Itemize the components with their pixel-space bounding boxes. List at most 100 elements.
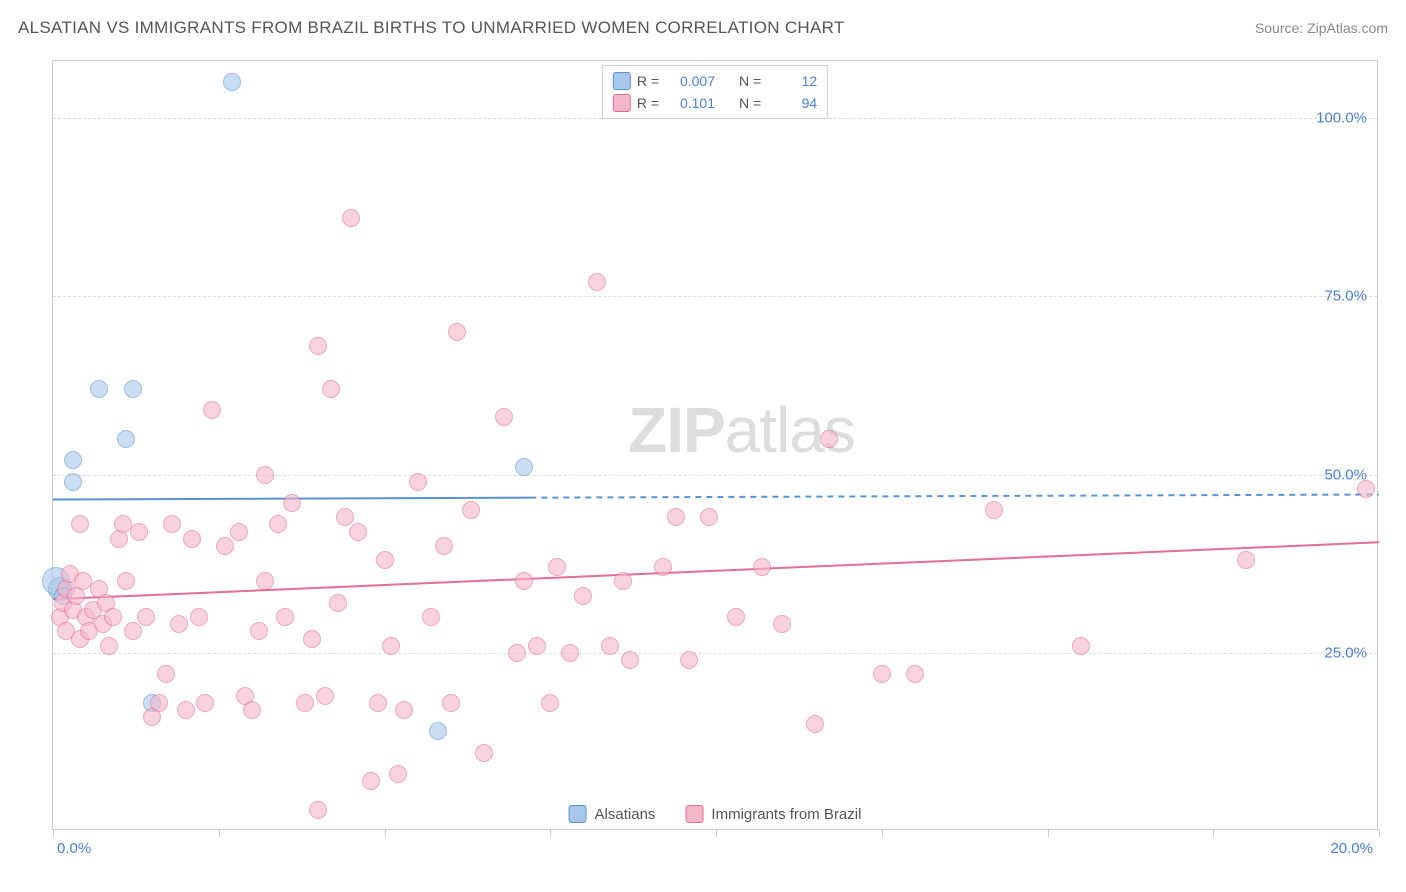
- data-point: [130, 523, 148, 541]
- data-point: [303, 630, 321, 648]
- data-point: [336, 508, 354, 526]
- legend-n-label: N =: [739, 73, 761, 89]
- data-point: [700, 508, 718, 526]
- data-point: [256, 466, 274, 484]
- data-point: [389, 765, 407, 783]
- data-point: [190, 608, 208, 626]
- data-point: [64, 451, 82, 469]
- data-point: [163, 515, 181, 533]
- data-point: [322, 380, 340, 398]
- chart-title: ALSATIAN VS IMMIGRANTS FROM BRAZIL BIRTH…: [18, 18, 845, 38]
- data-point: [223, 73, 241, 91]
- data-point: [614, 572, 632, 590]
- data-point: [422, 608, 440, 626]
- x-tick: [882, 829, 883, 837]
- data-point: [296, 694, 314, 712]
- legend-row: R =0.101N =94: [613, 92, 817, 114]
- data-point: [157, 665, 175, 683]
- data-point: [448, 323, 466, 341]
- data-point: [873, 665, 891, 683]
- data-point: [124, 380, 142, 398]
- x-tick: [385, 829, 386, 837]
- correlation-legend: R =0.007N =12R =0.101N =94: [602, 65, 828, 119]
- x-tick: [1213, 829, 1214, 837]
- data-point: [588, 273, 606, 291]
- data-point: [283, 494, 301, 512]
- data-point: [177, 701, 195, 719]
- chart-header: ALSATIAN VS IMMIGRANTS FROM BRAZIL BIRTH…: [18, 18, 1388, 38]
- x-tick: [53, 829, 54, 837]
- data-point: [100, 637, 118, 655]
- data-point: [773, 615, 791, 633]
- data-point: [196, 694, 214, 712]
- gridline: [53, 296, 1377, 297]
- legend-n-value: 94: [767, 95, 817, 111]
- data-point: [329, 594, 347, 612]
- series-name: Immigrants from Brazil: [711, 806, 861, 823]
- series-legend-item: Alsatians: [569, 805, 656, 823]
- data-point: [216, 537, 234, 555]
- y-tick-label: 75.0%: [1324, 288, 1367, 305]
- data-point: [124, 622, 142, 640]
- x-tick: [1048, 829, 1049, 837]
- data-point: [269, 515, 287, 533]
- x-tick-label: 0.0%: [57, 840, 91, 857]
- data-point: [74, 572, 92, 590]
- watermark-light: atlas: [725, 394, 855, 466]
- legend-swatch: [569, 805, 587, 823]
- data-point: [256, 572, 274, 590]
- data-point: [316, 687, 334, 705]
- chart-source: Source: ZipAtlas.com: [1255, 20, 1388, 36]
- data-point: [309, 337, 327, 355]
- gridline: [53, 653, 1377, 654]
- watermark: ZIPatlas: [628, 393, 855, 467]
- data-point: [409, 473, 427, 491]
- data-point: [462, 501, 480, 519]
- watermark-bold: ZIP: [628, 394, 725, 466]
- data-point: [114, 515, 132, 533]
- data-point: [71, 515, 89, 533]
- y-tick-label: 100.0%: [1316, 110, 1367, 127]
- data-point: [541, 694, 559, 712]
- x-tick-label: 20.0%: [1330, 840, 1373, 857]
- data-point: [601, 637, 619, 655]
- data-point: [362, 772, 380, 790]
- x-tick: [219, 829, 220, 837]
- data-point: [515, 572, 533, 590]
- data-point: [1357, 480, 1375, 498]
- data-point: [349, 523, 367, 541]
- data-point: [680, 651, 698, 669]
- data-point: [820, 430, 838, 448]
- data-point: [561, 644, 579, 662]
- x-tick: [550, 829, 551, 837]
- data-point: [906, 665, 924, 683]
- data-point: [150, 694, 168, 712]
- data-point: [64, 473, 82, 491]
- data-point: [117, 430, 135, 448]
- x-tick: [1379, 829, 1380, 837]
- data-point: [548, 558, 566, 576]
- data-point: [203, 401, 221, 419]
- data-point: [395, 701, 413, 719]
- series-legend: Alsatians Immigrants from Brazil: [561, 803, 870, 825]
- legend-n-label: N =: [739, 95, 761, 111]
- data-point: [667, 508, 685, 526]
- data-point: [250, 622, 268, 640]
- data-point: [243, 701, 261, 719]
- data-point: [117, 572, 135, 590]
- data-point: [104, 608, 122, 626]
- legend-row: R =0.007N =12: [613, 70, 817, 92]
- legend-r-value: 0.101: [665, 95, 715, 111]
- data-point: [369, 694, 387, 712]
- data-point: [508, 644, 526, 662]
- data-point: [435, 537, 453, 555]
- data-point: [985, 501, 1003, 519]
- data-point: [753, 558, 771, 576]
- legend-swatch: [613, 94, 631, 112]
- legend-r-value: 0.007: [665, 73, 715, 89]
- legend-r-label: R =: [637, 73, 659, 89]
- data-point: [170, 615, 188, 633]
- legend-swatch: [685, 805, 703, 823]
- data-point: [621, 651, 639, 669]
- data-point: [276, 608, 294, 626]
